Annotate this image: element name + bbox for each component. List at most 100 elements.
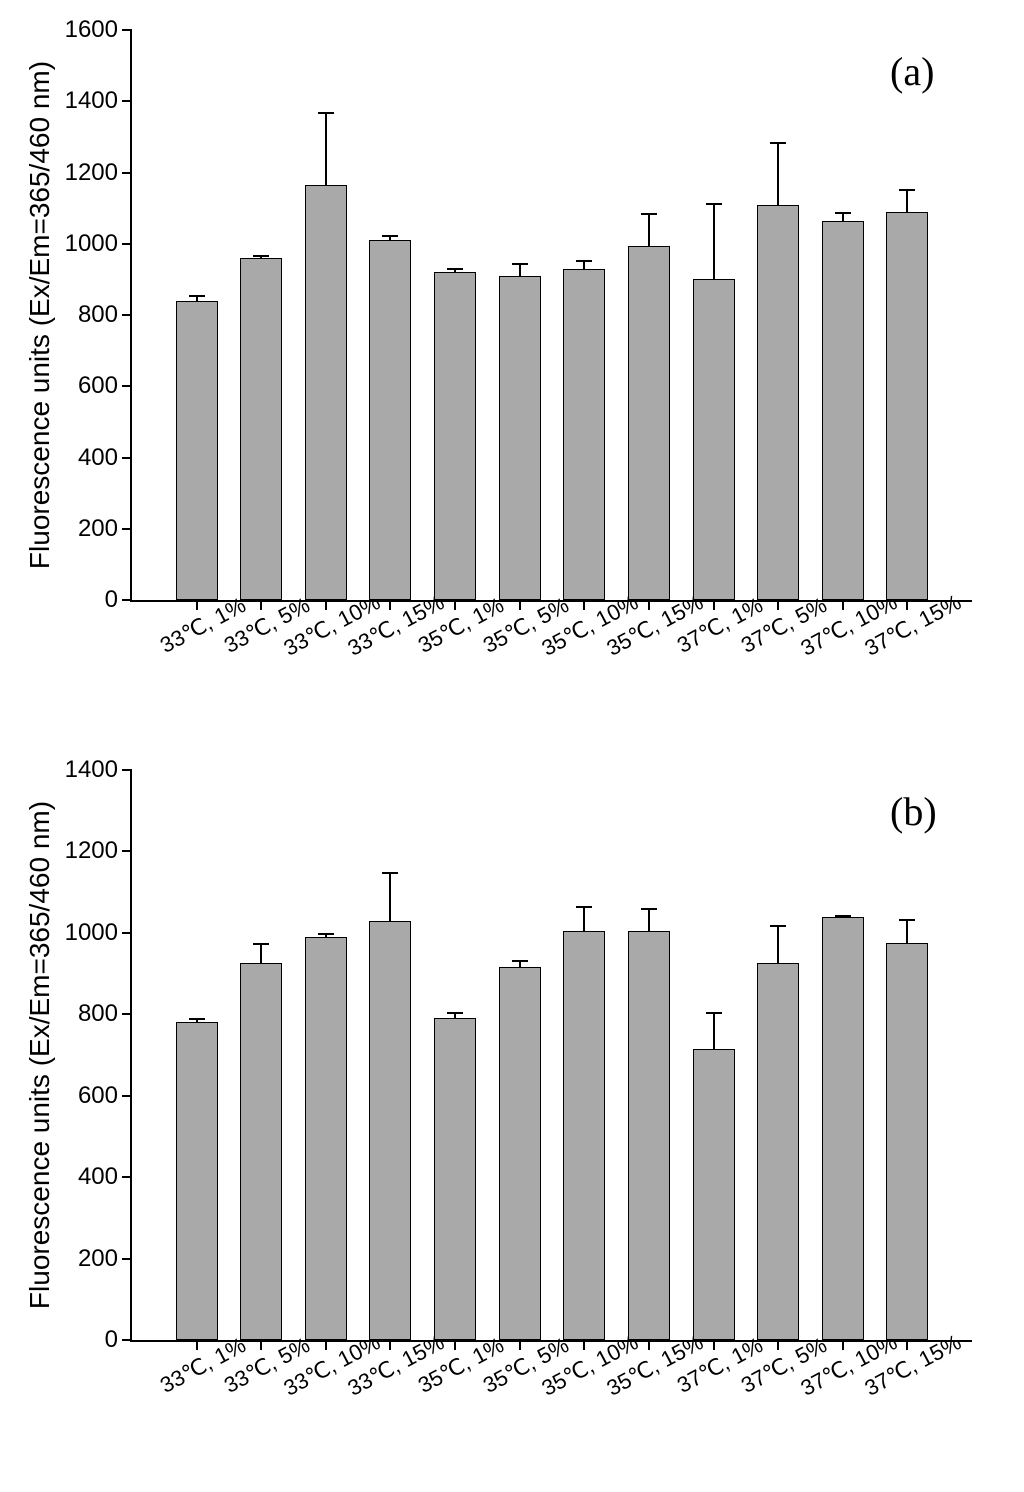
y-tick-label: 0 (105, 586, 132, 614)
x-tick (196, 600, 198, 610)
error-bar (713, 1012, 715, 1049)
y-axis-label: Fluorescence units (Ex/Em=365/460 nm) (24, 61, 56, 569)
x-tick-label: 35℃, 15% (649, 614, 661, 637)
bar (499, 967, 541, 1340)
bar (434, 272, 476, 600)
error-bar (325, 112, 327, 185)
error-bar (906, 189, 908, 212)
error-cap (835, 915, 851, 917)
error-cap (835, 212, 851, 214)
x-tick-label: 35℃, 10% (584, 1354, 596, 1377)
bar (886, 943, 928, 1340)
x-tick-label: 37℃, 1% (714, 1354, 726, 1377)
error-bar (777, 142, 779, 204)
panel-label: (b) (890, 788, 937, 835)
y-tick-label: 200 (78, 515, 132, 543)
error-cap (447, 268, 463, 270)
y-tick-label: 1400 (65, 756, 132, 784)
x-tick (777, 600, 779, 610)
x-tick-label: 37℃, 1% (714, 614, 726, 637)
y-axis-label: Fluorescence units (Ex/Em=365/460 nm) (24, 801, 56, 1309)
bar (822, 917, 864, 1340)
x-tick-label: 35℃, 15% (649, 1354, 661, 1377)
error-cap (447, 1012, 463, 1014)
error-bar (713, 203, 715, 280)
bar (499, 276, 541, 600)
x-tick-label: 37℃, 15% (907, 614, 919, 637)
y-tick-label: 600 (78, 1082, 132, 1110)
error-cap (899, 189, 915, 191)
x-tick (260, 600, 262, 610)
error-bar (906, 919, 908, 943)
y-tick-label: 400 (78, 1163, 132, 1191)
x-tick (389, 1340, 391, 1350)
error-cap (253, 255, 269, 257)
plot-area-a: 0200400600800100012001400160033℃, 1%33℃,… (130, 30, 972, 602)
figure-container: 0200400600800100012001400160033℃, 1%33℃,… (0, 0, 1024, 1492)
x-tick-label: 37℃, 10% (843, 1354, 855, 1377)
panel-b: 020040060080010001200140033℃, 1%33℃, 5%3… (0, 750, 1024, 1480)
x-tick (777, 1340, 779, 1350)
error-cap (318, 112, 334, 114)
y-tick-label: 1000 (65, 230, 132, 258)
x-tick-label: 37℃, 5% (778, 1354, 790, 1377)
x-tick (519, 600, 521, 610)
x-tick (842, 600, 844, 610)
y-tick-label: 600 (78, 372, 132, 400)
x-tick-label: 35℃, 1% (455, 614, 467, 637)
error-bar (583, 906, 585, 930)
bar (822, 221, 864, 600)
x-tick-label: 33℃, 15% (390, 1354, 402, 1377)
error-cap (253, 943, 269, 945)
error-cap (382, 872, 398, 874)
x-tick-label: 33℃, 1% (197, 614, 209, 637)
x-tick (906, 600, 908, 610)
x-tick (906, 1340, 908, 1350)
bar (240, 963, 282, 1340)
x-tick-label: 37℃, 5% (778, 614, 790, 637)
x-tick-label: 33℃, 5% (261, 614, 273, 637)
bar (369, 921, 411, 1340)
error-cap (189, 295, 205, 297)
bar (240, 258, 282, 600)
x-tick (583, 1340, 585, 1350)
x-tick (260, 1340, 262, 1350)
error-cap (576, 906, 592, 908)
panel-a: 0200400600800100012001400160033℃, 1%33℃,… (0, 10, 1024, 740)
error-cap (382, 235, 398, 237)
bar (176, 1022, 218, 1340)
y-tick-label: 1000 (65, 919, 132, 947)
y-tick-label: 200 (78, 1245, 132, 1273)
x-tick (325, 600, 327, 610)
error-cap (770, 142, 786, 144)
bar (693, 1049, 735, 1340)
x-tick (713, 600, 715, 610)
bar (628, 246, 670, 600)
bar (434, 1018, 476, 1340)
error-cap (770, 925, 786, 927)
x-tick-label: 33℃, 1% (197, 1354, 209, 1377)
bar (757, 963, 799, 1340)
x-tick-label: 35℃, 1% (455, 1354, 467, 1377)
x-tick (519, 1340, 521, 1350)
error-cap (189, 1018, 205, 1020)
x-tick-label: 37℃, 15% (907, 1354, 919, 1377)
x-tick (454, 1340, 456, 1350)
x-tick (196, 1340, 198, 1350)
error-cap (576, 260, 592, 262)
y-tick-label: 1400 (65, 87, 132, 115)
error-cap (641, 213, 657, 215)
x-tick-label: 35℃, 10% (584, 614, 596, 637)
error-cap (512, 960, 528, 962)
error-cap (512, 263, 528, 265)
error-bar (260, 943, 262, 963)
bar (693, 279, 735, 600)
bar (369, 240, 411, 600)
x-tick-label: 35℃, 5% (520, 1354, 532, 1377)
error-bar (777, 925, 779, 964)
x-tick (454, 600, 456, 610)
y-tick-label: 800 (78, 301, 132, 329)
x-tick (842, 1340, 844, 1350)
bar (305, 937, 347, 1340)
y-tick-label: 800 (78, 1000, 132, 1028)
